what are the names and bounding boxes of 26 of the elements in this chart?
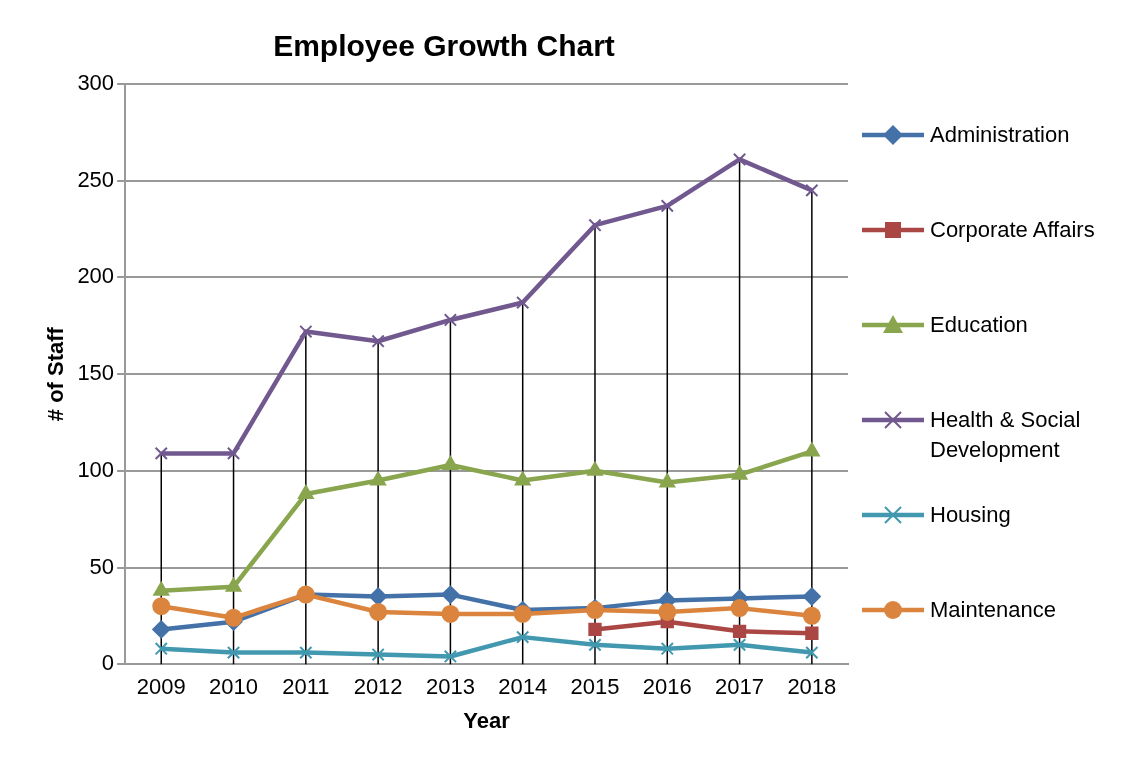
x-tick-label: 2018 [787, 674, 837, 700]
chart-title: Employee Growth Chart [273, 29, 615, 63]
legend-label: Education [930, 311, 1028, 339]
legend-label: Corporate Affairs [930, 216, 1095, 244]
x-tick-label: 2011 [282, 674, 330, 700]
x-axis-title: Year [463, 707, 511, 733]
legend-label: Housing [930, 501, 1011, 529]
y-axis-title: # of Staff [43, 326, 69, 422]
y-tick-label: 150 [77, 360, 115, 386]
y-tick-label: 300 [77, 70, 115, 96]
y-tick-label: 100 [77, 456, 115, 482]
x-tick-label: 2012 [353, 674, 403, 700]
legend-label: Health & Social Development [930, 406, 1082, 464]
x-tick-label: 2010 [209, 674, 259, 700]
y-tick-label: 250 [77, 166, 115, 192]
x-tick-label: 2013 [425, 674, 475, 700]
x-tick-label: 2017 [715, 674, 765, 700]
y-tick-label: 0 [101, 650, 115, 676]
x-tick-label: 2016 [642, 674, 692, 700]
y-tick-label: 50 [89, 553, 115, 579]
legend-label: Administration [930, 121, 1070, 149]
x-tick-label: 2014 [498, 674, 548, 700]
x-tick-label: 2015 [570, 674, 620, 700]
y-tick-label: 200 [77, 263, 115, 289]
legend-label: Maintenance [930, 596, 1056, 624]
x-tick-label: 2009 [136, 674, 186, 700]
